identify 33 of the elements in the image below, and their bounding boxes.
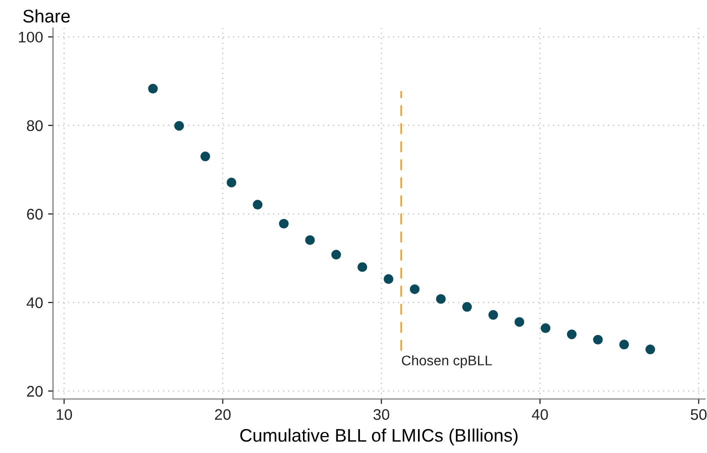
point [514,317,524,327]
point [278,218,289,229]
point [305,235,315,245]
point [619,340,629,350]
point [331,250,342,260]
x-tick-label: 40 [532,409,548,420]
x-tick-label: 10 [56,409,72,420]
point [174,120,184,131]
y-tick-label: 100 [18,32,43,43]
y-tick-label: 40 [26,297,43,308]
x-tick-label: 30 [373,409,390,420]
ref-line-label: Chosen cpBLL [402,355,492,368]
point [645,344,656,354]
point [488,310,498,320]
point [566,330,577,340]
point [410,284,420,294]
point [593,334,603,345]
point [200,152,210,162]
point [436,294,446,304]
x-axis-title: Cumulative BLL of LMICs (BIllions) [240,428,518,446]
y-axis-title: Share [23,9,70,23]
point [462,302,472,312]
point [540,323,550,334]
point [226,178,236,188]
y-tick-label: 60 [27,208,43,220]
x-tick-label: 20 [215,409,231,420]
y-tick-label: 80 [26,120,43,132]
y-tick-label: 20 [27,386,43,397]
point [252,200,263,210]
x-tick-label: 50 [690,409,707,420]
point [384,274,394,284]
point [148,84,158,94]
point [357,262,368,272]
